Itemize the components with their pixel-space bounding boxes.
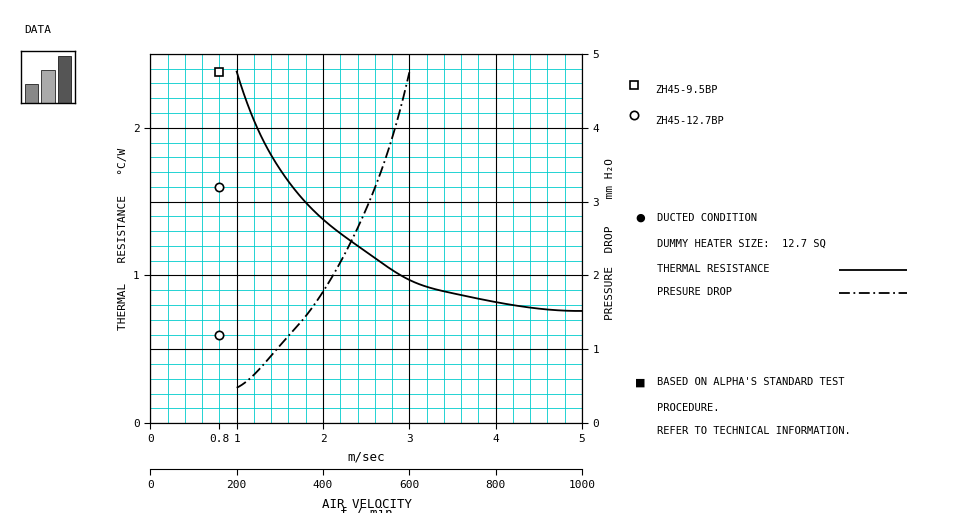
Bar <box>58 56 72 103</box>
Text: ■: ■ <box>635 377 645 387</box>
Text: DATA: DATA <box>24 25 51 35</box>
Text: REFER TO TECHNICAL INFORMATION.: REFER TO TECHNICAL INFORMATION. <box>656 426 850 436</box>
Text: AIR VELOCITY: AIR VELOCITY <box>322 498 411 511</box>
X-axis label: m/sec: m/sec <box>347 450 385 464</box>
Text: BASED ON ALPHA'S STANDARD TEST: BASED ON ALPHA'S STANDARD TEST <box>656 377 843 387</box>
Text: ZH45-9.5BP: ZH45-9.5BP <box>654 85 716 95</box>
X-axis label: f / min: f / min <box>339 506 392 513</box>
Text: ZH45-12.7BP: ZH45-12.7BP <box>654 115 723 126</box>
Y-axis label: PRESSURE  DROP    mm H₂O: PRESSURE DROP mm H₂O <box>604 157 614 320</box>
Text: THERMAL RESISTANCE: THERMAL RESISTANCE <box>656 264 768 274</box>
Text: DUMMY HEATER SIZE:  12.7 SQ: DUMMY HEATER SIZE: 12.7 SQ <box>656 239 825 249</box>
Text: DUCTED CONDITION: DUCTED CONDITION <box>656 213 756 223</box>
Y-axis label: THERMAL   RESISTANCE   °C/W: THERMAL RESISTANCE °C/W <box>117 147 128 330</box>
Text: PRESURE DROP: PRESURE DROP <box>656 287 731 298</box>
Text: ●: ● <box>635 213 644 223</box>
Bar <box>24 84 38 103</box>
Bar <box>42 70 54 103</box>
Text: PROCEDURE.: PROCEDURE. <box>656 403 718 413</box>
